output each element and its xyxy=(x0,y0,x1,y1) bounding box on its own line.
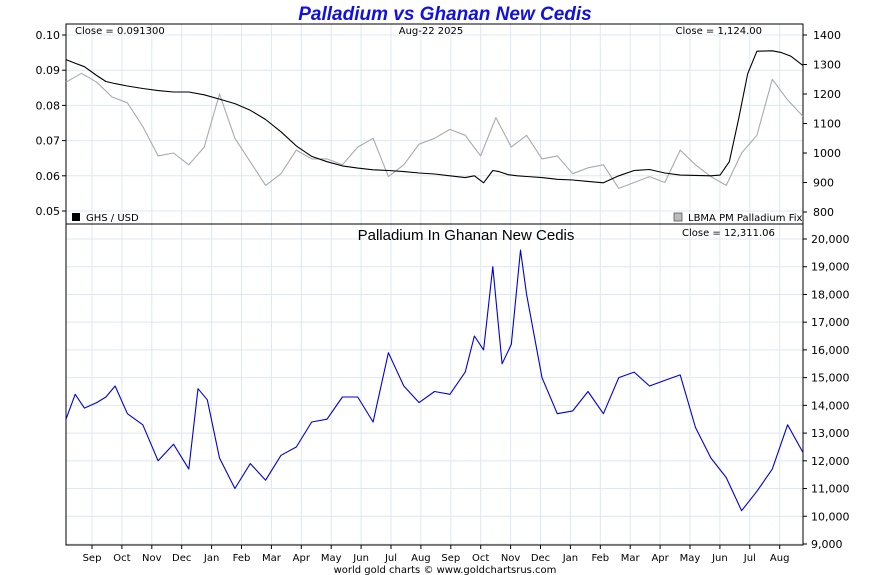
x-tick-label: Apr xyxy=(651,553,669,564)
x-tick-label: Apr xyxy=(293,553,311,564)
x-tick-label: Sep xyxy=(83,553,102,564)
ghs-usd-series xyxy=(65,50,804,184)
date-label: Aug-22 2025 xyxy=(399,26,464,37)
y-bottom-tick-label: 15,000 xyxy=(811,372,850,385)
legend-ghs-swatch xyxy=(72,213,80,221)
y-left-tick-label: 0.05 xyxy=(36,205,61,218)
x-tick-label: May xyxy=(680,553,701,564)
x-tick-label: Oct xyxy=(472,553,489,564)
y-bottom-tick-label: 10,000 xyxy=(811,510,850,523)
y-left-tick-label: 0.09 xyxy=(36,64,61,77)
y-bottom-tick-label: 14,000 xyxy=(811,399,850,412)
x-tick-label: Feb xyxy=(233,553,251,564)
y-right-tick-label: 1400 xyxy=(813,29,841,42)
left-close-label: Close = 0.091300 xyxy=(75,26,165,37)
ghs-usd-line xyxy=(65,50,804,184)
bottom-panel-frame xyxy=(65,223,804,546)
top-panel-frame xyxy=(65,23,804,225)
bottom-close-label: Close = 12,311.06 xyxy=(682,228,775,239)
y-bottom-tick-label: 9,000 xyxy=(811,538,843,551)
y-bottom-tick-label: 17,000 xyxy=(811,316,850,329)
legend-palladium-label: LBMA PM Palladium Fix xyxy=(688,213,802,224)
x-tick-label: Mar xyxy=(621,553,641,564)
bottom-right-axis-ticks: 20,000 19,000 18,000 17,000 16,000 15,000 14,0… xyxy=(803,233,850,551)
x-tick-label: Dec xyxy=(531,553,550,564)
y-bottom-tick-label: 19,000 xyxy=(811,261,850,274)
y-bottom-tick-label: 12,000 xyxy=(811,455,850,468)
y-right-tick-label: 1200 xyxy=(813,88,841,101)
legend-ghs-label: GHS / USD xyxy=(86,213,139,224)
y-right-tick-label: 1100 xyxy=(813,118,841,131)
y-right-tick-label: 800 xyxy=(813,206,834,219)
x-tick-label: Jun xyxy=(352,553,369,564)
chart-title: Palladium vs Ghanan New Cedis xyxy=(298,4,592,25)
bottom-panel: 20,000 19,000 18,000 17,000 16,000 15,000 14,0… xyxy=(65,223,850,551)
y-bottom-tick-label: 13,000 xyxy=(811,427,850,440)
x-tick-label: Nov xyxy=(142,553,162,564)
y-left-tick-label: 0.10 xyxy=(36,29,61,42)
y-bottom-tick-label: 11,000 xyxy=(811,483,850,496)
legend-palladium-swatch xyxy=(673,212,683,222)
x-tick-label: Nov xyxy=(501,553,521,564)
y-right-tick-label: 1000 xyxy=(813,147,841,160)
x-tick-label: Mar xyxy=(262,553,282,564)
cedis-line xyxy=(65,249,804,512)
x-tick-label: Oct xyxy=(113,553,130,564)
y-bottom-tick-label: 20,000 xyxy=(811,233,850,246)
x-tick-label: Feb xyxy=(591,553,609,564)
x-tick-label: Jul xyxy=(743,553,756,564)
y-bottom-tick-label: 18,000 xyxy=(811,288,850,301)
y-left-tick-label: 0.06 xyxy=(36,170,61,183)
footer-credit: world gold charts © www.goldchartsrus.co… xyxy=(334,565,557,575)
top-grid xyxy=(66,24,803,224)
x-tick-label: Dec xyxy=(172,553,191,564)
y-left-tick-label: 0.08 xyxy=(36,99,61,112)
cedis-series xyxy=(65,249,804,512)
x-tick-label: Sep xyxy=(441,553,460,564)
bottom-grid xyxy=(66,224,803,545)
y-right-tick-label: 1300 xyxy=(813,59,841,72)
x-tick-label: May xyxy=(321,553,342,564)
x-tick-label: Aug xyxy=(411,553,431,564)
x-tick-label: Jun xyxy=(711,553,728,564)
x-tick-label: Jan xyxy=(562,553,578,564)
top-left-axis-ticks: 0.10 0.09 0.08 0.07 0.06 0.05 xyxy=(36,29,66,218)
palladium-fix-line xyxy=(65,72,804,189)
palladium-fix-series xyxy=(65,72,804,189)
top-right-axis-ticks: 1400 1300 1200 1100 1000 900 800 xyxy=(803,29,841,219)
x-axis-ticks: Sep Oct Nov Dec Jan Feb Mar Apr May Jun Jul Aug Sep O… xyxy=(83,545,790,564)
y-right-tick-label: 900 xyxy=(813,177,834,190)
top-panel: 0.10 0.09 0.08 0.07 0.06 0.05 1400 1300 1200 110… xyxy=(36,23,841,225)
y-left-tick-label: 0.07 xyxy=(36,135,61,148)
x-tick-label: Jul xyxy=(384,553,397,564)
bottom-panel-title: Palladium In Ghanan New Cedis xyxy=(358,227,575,244)
right-close-label: Close = 1,124.00 xyxy=(675,26,762,37)
x-tick-label: Aug xyxy=(770,553,790,564)
y-bottom-tick-label: 16,000 xyxy=(811,344,850,357)
x-tick-label: Jan xyxy=(203,553,219,564)
